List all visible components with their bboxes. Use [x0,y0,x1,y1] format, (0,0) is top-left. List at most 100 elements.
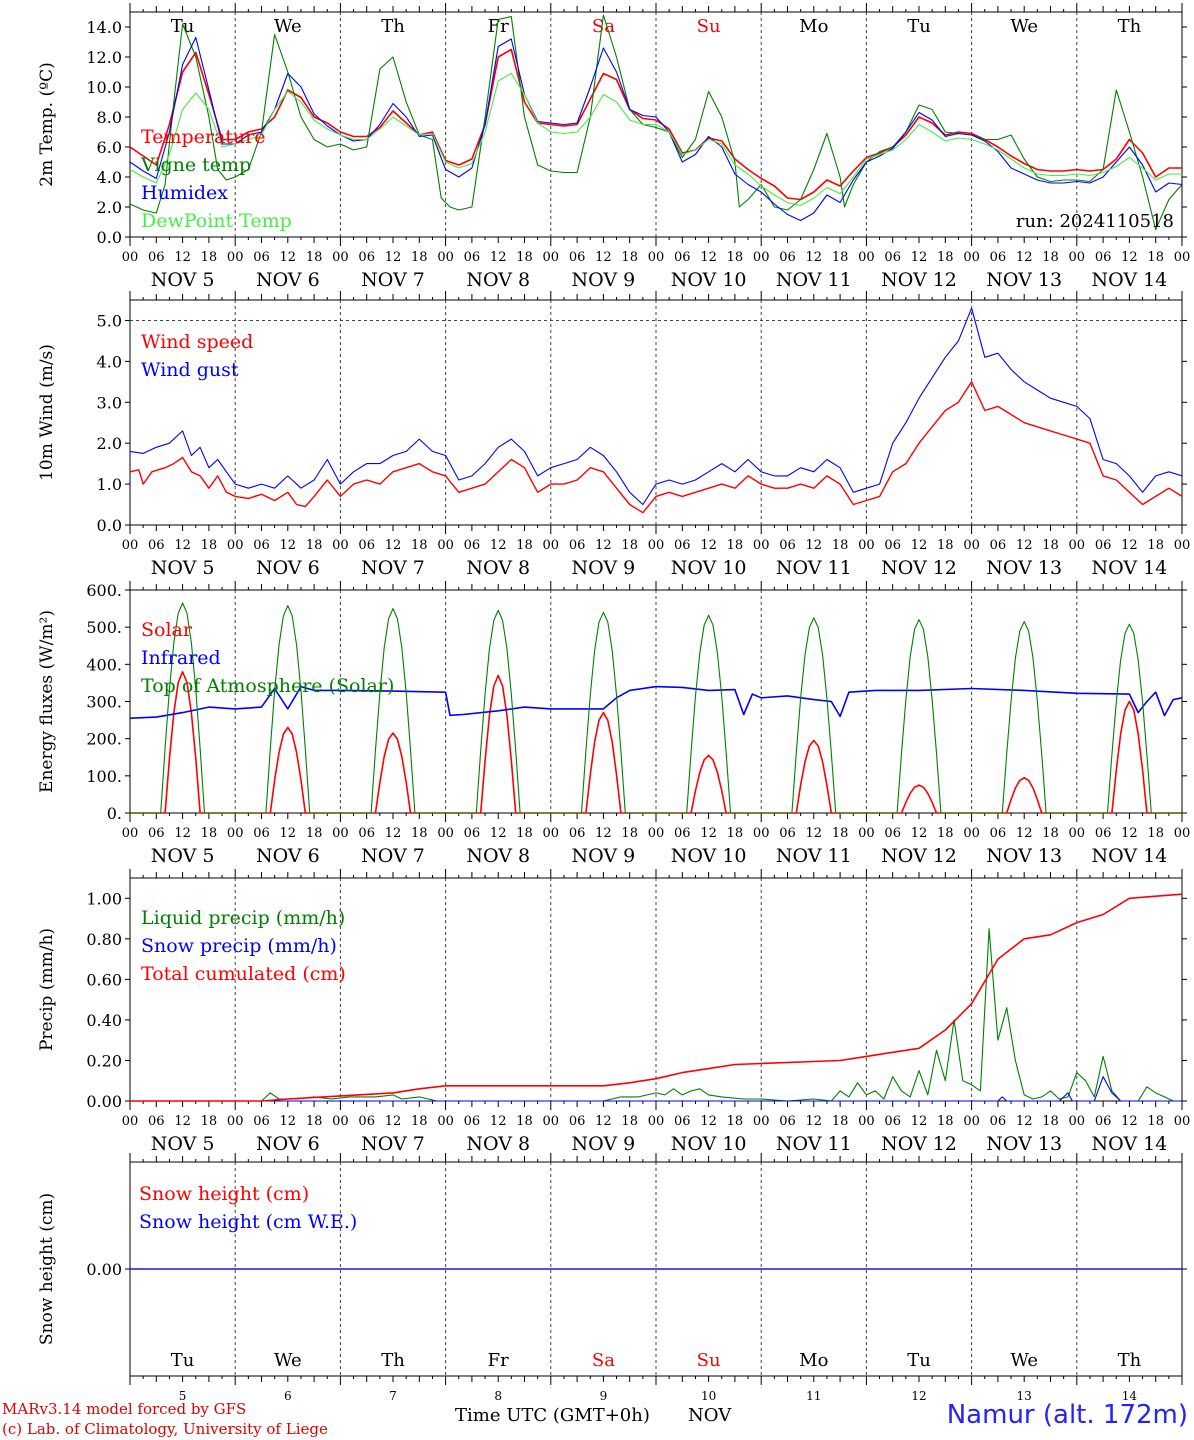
hour-tick-label: 18 [306,826,323,841]
hour-tick-label: 18 [201,1114,218,1129]
hour-tick-label: 18 [516,1114,533,1129]
y-tick-label: 400. [86,655,122,674]
y-tick-label: 10.0 [86,78,122,97]
day-abbr-label: Mo [799,16,828,37]
y-tick-label: 0.00 [86,1092,122,1111]
date-label: NOV 6 [256,269,320,291]
hour-tick-label: 00 [543,826,560,841]
day-abbr-label: We [1010,1350,1038,1371]
hour-tick-label: 00 [543,250,560,265]
panel-frame [129,299,1183,526]
y-axis-label: 10m Wind (m/s) [37,344,57,481]
hour-tick-label: 06 [779,250,796,265]
date-label: NOV 11 [776,845,852,867]
y-tick-label: 0.80 [86,930,122,949]
hour-tick-label: 06 [464,1114,481,1129]
legend-entry: Wind gust [141,359,239,381]
date-label: NOV 13 [986,557,1062,579]
legend-entry: Snow height (cm W.E.) [139,1211,357,1233]
date-label: NOV 9 [572,269,636,291]
day-abbr-label: We [274,16,302,37]
y-axis-label: Precip (mm/h) [37,928,57,1051]
hour-tick-label: 12 [1016,538,1033,553]
date-label: NOV 5 [151,557,215,579]
hour-tick-label: 18 [937,250,954,265]
hour-tick-label: 00 [1069,538,1086,553]
legend-entry: Total cumulated (cm) [141,963,346,985]
hour-tick-label: 18 [1042,538,1059,553]
hour-tick-label: 00 [437,826,454,841]
hour-tick-label: 12 [490,826,507,841]
hour-tick-label: 06 [990,826,1007,841]
y-tick-label: 1.0 [97,475,122,494]
hour-tick-label: 06 [779,826,796,841]
hour-tick-label: 12 [280,1114,297,1129]
hour-tick-label: 06 [464,250,481,265]
hour-tick-label: 12 [385,250,402,265]
hour-tick-label: 00 [437,1114,454,1129]
hour-tick-label: 06 [1095,538,1112,553]
date-label: NOV 5 [151,845,215,867]
hour-tick-label: 18 [1147,250,1164,265]
date-label: NOV 10 [671,1133,747,1155]
hour-tick-label: 06 [569,826,586,841]
hour-tick-label: 12 [490,538,507,553]
day-abbr-label: Fr [488,16,509,37]
station-label: Namur (alt. 172m) [946,1400,1188,1430]
hour-tick-label: 12 [280,826,297,841]
day-number-label: 8 [494,1389,502,1403]
hour-tick-label: 00 [122,1114,139,1129]
date-label: NOV 13 [986,269,1062,291]
hour-tick-label: 12 [174,826,191,841]
date-label: NOV 14 [1091,1133,1167,1155]
hour-tick-label: 12 [806,250,823,265]
hour-tick-label: 00 [543,1114,560,1129]
y-tick-label: 12.0 [86,48,122,67]
hour-tick-label: 18 [832,826,849,841]
hour-tick-label: 18 [201,538,218,553]
hour-tick-label: 06 [1095,250,1112,265]
series-line-liquid-precip-mm-h- [130,928,1182,1102]
hour-tick-label: 06 [990,250,1007,265]
date-label: NOV 10 [671,845,747,867]
y-tick-label: 300. [86,693,122,712]
y-tick-label: 0.0 [97,516,122,535]
date-label: NOV 8 [466,557,530,579]
day-number-label: 13 [1017,1389,1032,1403]
series-line-infrared [129,685,1183,719]
date-label: NOV 12 [881,269,957,291]
hour-tick-label: 06 [674,250,691,265]
hour-tick-label: 12 [911,538,928,553]
hour-tick-label: 18 [621,1114,638,1129]
hour-tick-label: 00 [963,250,980,265]
hour-tick-label: 06 [464,826,481,841]
hour-tick-label: 18 [411,1114,428,1129]
hour-tick-label: 00 [122,538,139,553]
legend-entry: Snow precip (mm/h) [141,935,337,957]
panel-precip: 0.00 0.20 0.40 0.60 0.80 1.00 Precip (mm/h) 00 0… [37,869,1190,1155]
hour-tick-label: 12 [1016,1114,1033,1129]
day-number-label: 14 [1122,1389,1138,1403]
legend-entry: DewPoint Temp [141,210,292,232]
hour-tick-label: 06 [253,250,270,265]
y-tick-label: 0.60 [86,970,122,989]
date-label: NOV 14 [1091,557,1167,579]
hour-tick-label: 06 [674,1114,691,1129]
hour-tick-label: 18 [621,538,638,553]
date-label: NOV 11 [776,557,852,579]
hour-tick-label: 00 [122,250,139,265]
day-number-label: 11 [806,1389,821,1403]
hour-tick-label: 12 [174,538,191,553]
date-label: NOV 7 [361,1133,425,1155]
y-tick-label: 0. [107,804,122,823]
hour-tick-label: 00 [332,538,349,553]
panel-wind: 0.0 1.0 2.0 3.0 4.0 5.0 10m Wind (m/s) 00 06 12 18… [37,291,1190,579]
hour-tick-label: 06 [358,250,375,265]
hour-tick-label: 06 [990,538,1007,553]
hour-tick-label: 00 [648,538,665,553]
hour-tick-label: 06 [253,1114,270,1129]
day-abbr-label: Fr [488,1350,509,1371]
day-abbr-label: Mo [799,1350,828,1371]
series-line-total-cumulated-cm- [130,893,1183,1102]
